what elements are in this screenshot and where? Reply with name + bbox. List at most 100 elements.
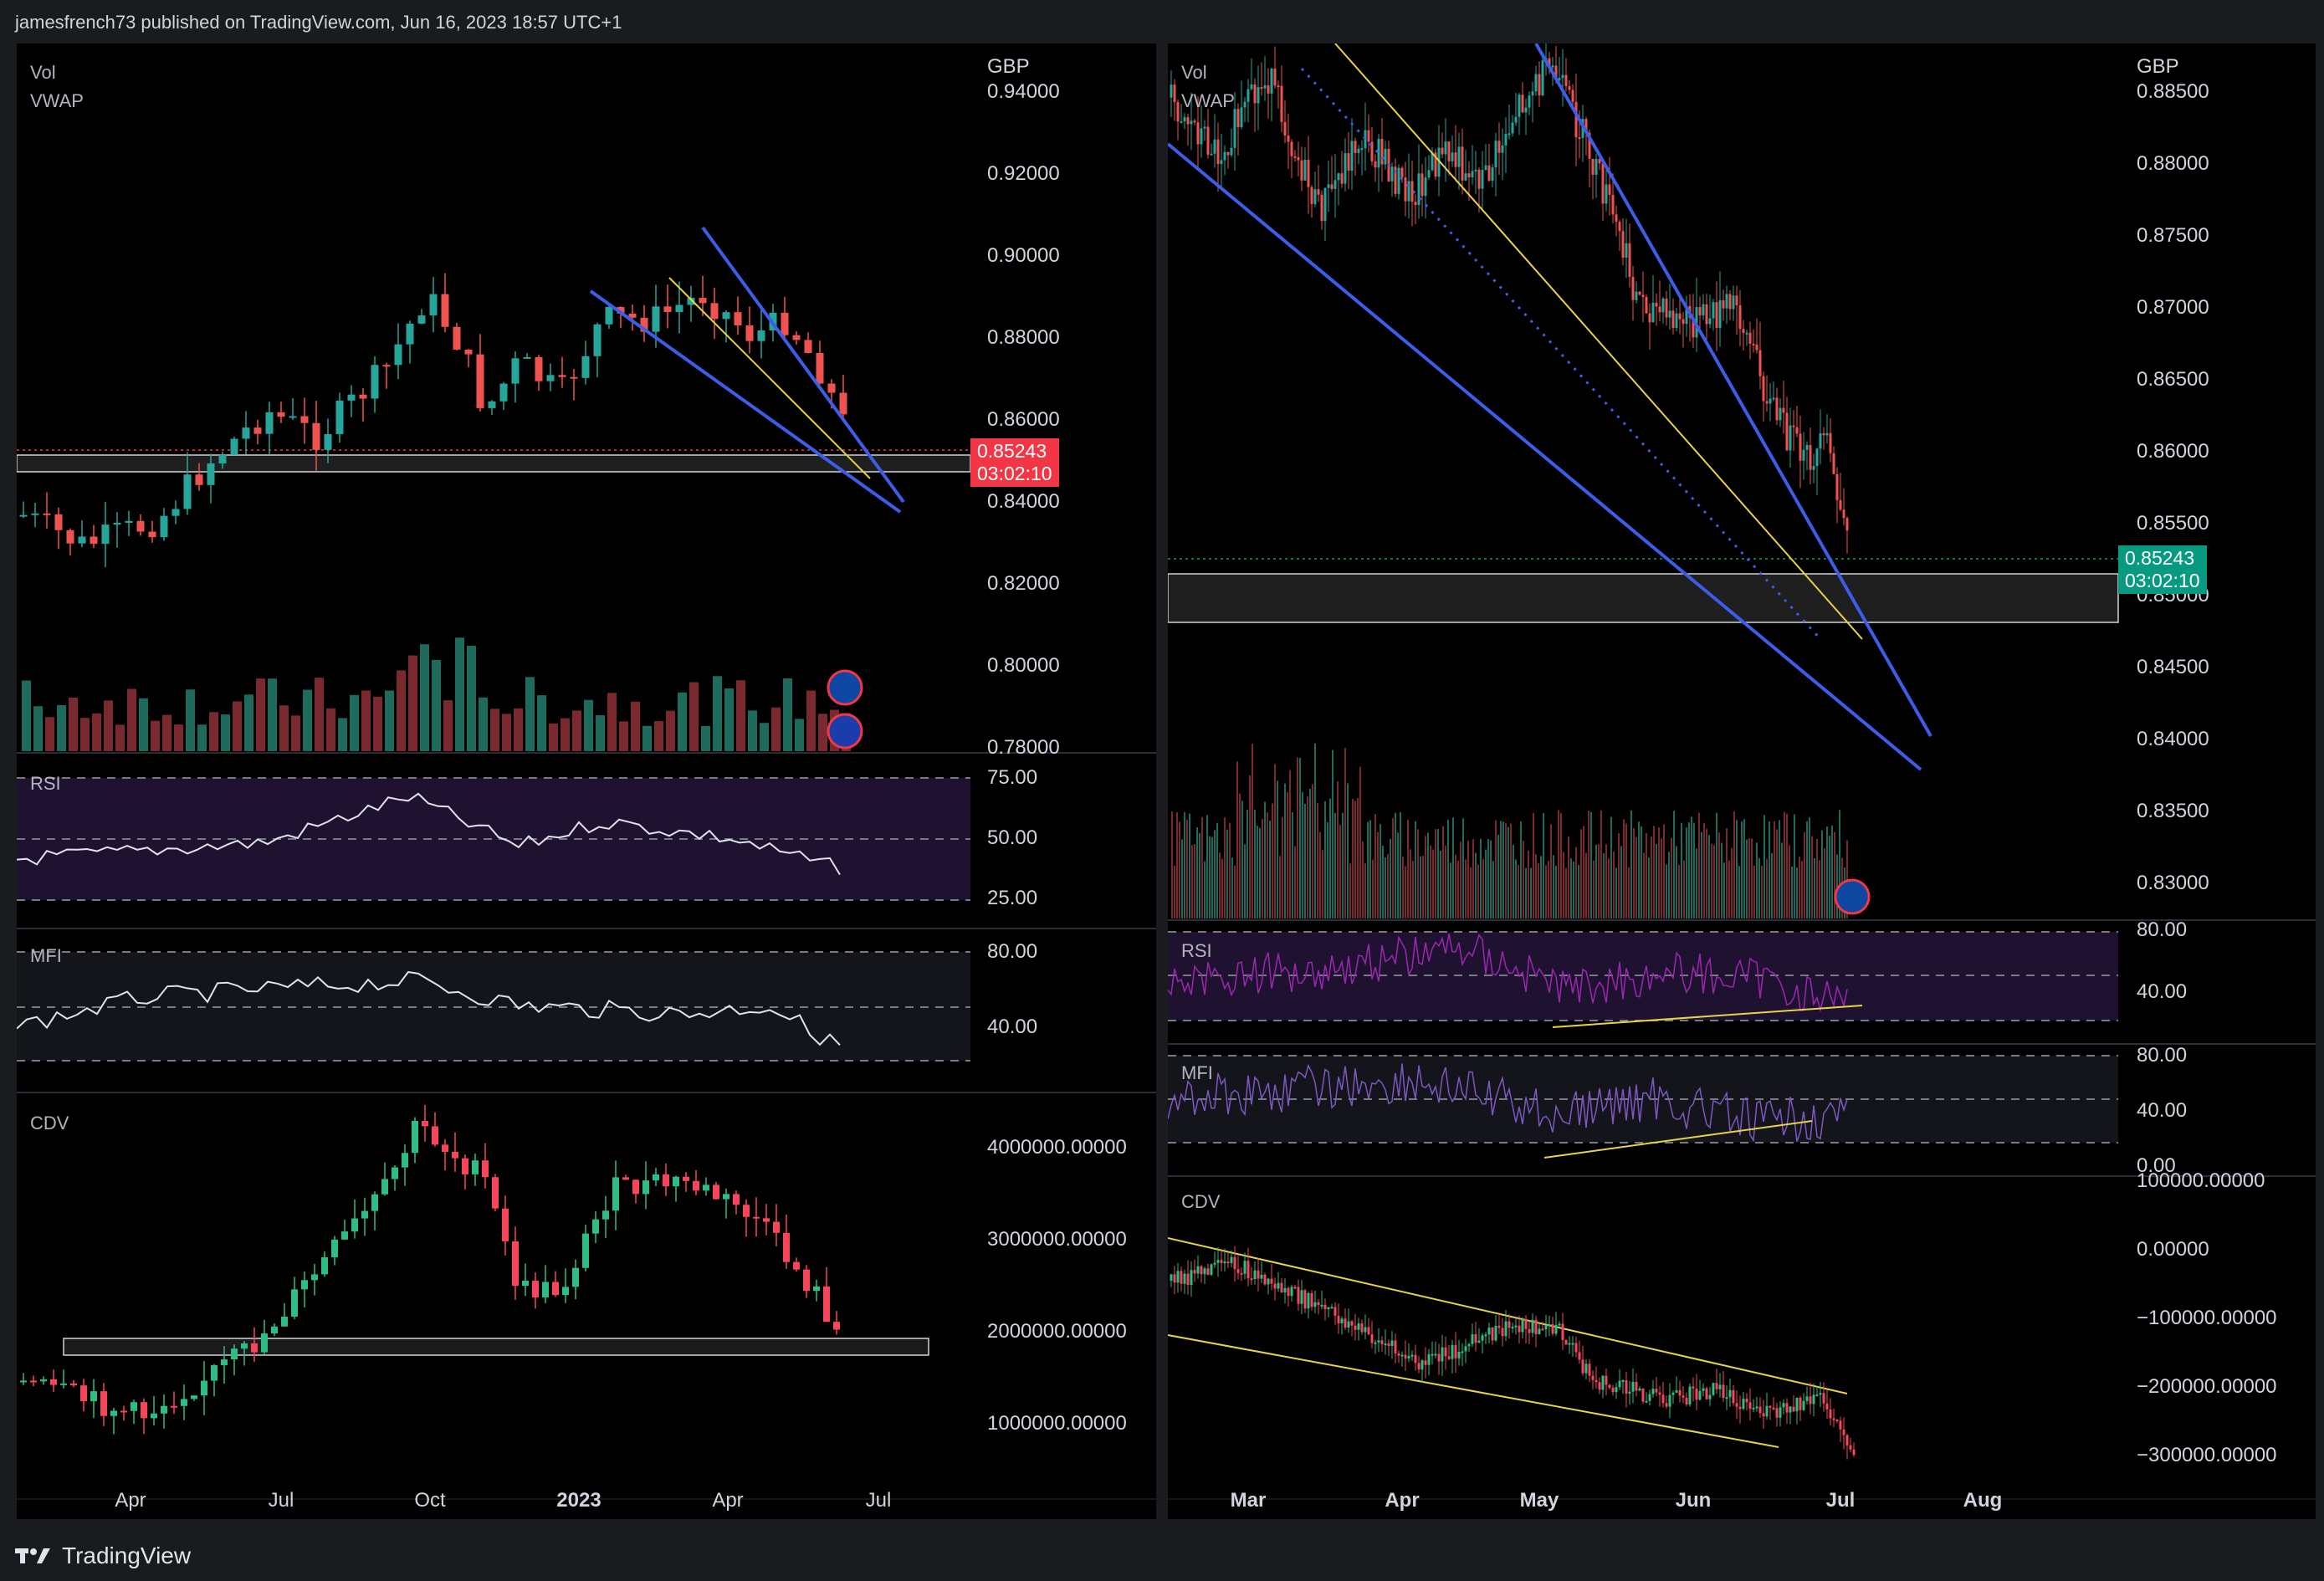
- volume-bar: [1533, 812, 1534, 918]
- vwap-indicator-label[interactable]: VWAP: [1181, 90, 1235, 111]
- axis-tick-label: 50.00: [987, 826, 1038, 849]
- right-chart-pane[interactable]: Vol VWAP RSI MFI CDV GBP 0.88500 0.88000 0…: [1168, 43, 2316, 1519]
- left-chart-canvas[interactable]: [17, 43, 1156, 1519]
- vol-indicator-label[interactable]: Vol: [1181, 62, 1207, 83]
- volume-bar: [1347, 783, 1349, 918]
- candle: [1849, 1445, 1852, 1450]
- volume-bar: [1630, 810, 1632, 918]
- volume-bar: [1387, 853, 1389, 918]
- candle: [1477, 1340, 1481, 1343]
- candle: [382, 365, 391, 367]
- cdv-indicator-label[interactable]: CDV: [30, 1113, 69, 1133]
- candle: [1354, 1325, 1357, 1330]
- candle: [40, 1379, 47, 1382]
- volume-bar: [1221, 858, 1223, 918]
- candle: [1410, 181, 1414, 202]
- volume-bar: [1352, 798, 1354, 918]
- candle: [1464, 1346, 1467, 1352]
- volume-bar: [1179, 821, 1180, 918]
- candle: [1735, 1403, 1738, 1407]
- volume-bar: [1766, 858, 1768, 918]
- volume-bar: [1625, 823, 1627, 918]
- candle: [1658, 1392, 1661, 1395]
- candle: [1477, 169, 1481, 189]
- candle: [1333, 180, 1337, 189]
- vwap-indicator-label[interactable]: VWAP: [30, 90, 84, 111]
- time-tick-label: Aug: [1963, 1489, 2003, 1512]
- candle: [1421, 1360, 1424, 1370]
- candle: [1748, 332, 1752, 344]
- candle: [1186, 117, 1190, 125]
- volume-bar: [303, 689, 312, 751]
- candle: [1625, 243, 1628, 258]
- candle: [1712, 302, 1715, 319]
- rsi-indicator-label[interactable]: RSI: [1181, 940, 1212, 961]
- candle: [1397, 167, 1400, 194]
- candle: [371, 365, 379, 399]
- candle: [371, 1194, 378, 1211]
- candle: [1461, 146, 1464, 181]
- volume-bar: [1287, 791, 1288, 918]
- candle: [1280, 85, 1283, 122]
- volume-bar: [1475, 852, 1477, 918]
- volume-bar: [361, 690, 371, 751]
- volume-bar: [1548, 860, 1549, 918]
- candle: [1544, 1325, 1548, 1330]
- axis-tick-label: −100000.00000: [2137, 1307, 2277, 1329]
- volume-bar: [1545, 865, 1547, 918]
- candle: [1822, 433, 1825, 436]
- candle: [673, 1176, 679, 1187]
- volume-bar: [1846, 840, 1848, 918]
- candle: [476, 354, 484, 408]
- mfi-line: [1168, 1063, 1848, 1143]
- candle: [1825, 1403, 1829, 1410]
- candle: [1618, 1380, 1621, 1388]
- volume-bar: [1628, 867, 1630, 918]
- candle: [482, 1160, 489, 1178]
- volume-bar: [408, 655, 417, 751]
- axis-tick-label: 40.00: [987, 1016, 1038, 1038]
- time-tick-label: Jun: [1675, 1489, 1712, 1512]
- rsi-indicator-label[interactable]: RSI: [30, 773, 61, 794]
- tradingview-footer[interactable]: TradingView: [15, 1543, 191, 1569]
- time-tick-label: Mar: [1230, 1489, 1267, 1512]
- candle: [1702, 1388, 1705, 1391]
- candle: [1340, 1318, 1344, 1323]
- candle: [722, 312, 730, 320]
- volume-bar: [1661, 838, 1662, 918]
- candle: [1725, 1397, 1728, 1399]
- candle: [1772, 1407, 1775, 1410]
- candle: [1722, 1384, 1725, 1399]
- candle: [1839, 499, 1842, 510]
- volume-bar: [92, 713, 101, 751]
- candle: [1233, 1256, 1236, 1270]
- volume-bar: [561, 718, 570, 751]
- uk-flag-icon: [1834, 878, 1871, 915]
- candle: [160, 515, 168, 538]
- volume-bar: [1653, 826, 1655, 918]
- volume-bar: [1633, 827, 1635, 918]
- candle: [1712, 1383, 1715, 1395]
- volume-bar: [1267, 812, 1268, 918]
- vol-indicator-label[interactable]: Vol: [30, 62, 56, 83]
- candle: [1829, 432, 1832, 453]
- candle: [1668, 310, 1671, 318]
- left-chart-pane[interactable]: Vol VWAP RSI MFI CDV GBP 0.94000 0.92000 0…: [17, 43, 1156, 1519]
- candle: [1742, 1399, 1745, 1410]
- volume-bar: [1495, 820, 1497, 918]
- time-tick-label: May: [1519, 1489, 1559, 1512]
- candle: [1236, 109, 1240, 127]
- candle: [110, 1410, 117, 1416]
- volume-bar: [1279, 856, 1281, 918]
- mfi-indicator-label[interactable]: MFI: [1181, 1062, 1213, 1083]
- candle: [1591, 1375, 1595, 1380]
- wedge-lower-line: [1168, 142, 1922, 771]
- cdv-indicator-label[interactable]: CDV: [1181, 1191, 1221, 1212]
- volume-bar: [1696, 848, 1697, 918]
- right-chart-canvas[interactable]: [1168, 43, 2316, 1519]
- mfi-indicator-label[interactable]: MFI: [30, 945, 62, 966]
- candle: [1551, 65, 1554, 68]
- time-tick-label: Apr: [712, 1489, 744, 1512]
- volume-bar: [1226, 829, 1228, 918]
- volume-bar: [1244, 844, 1246, 918]
